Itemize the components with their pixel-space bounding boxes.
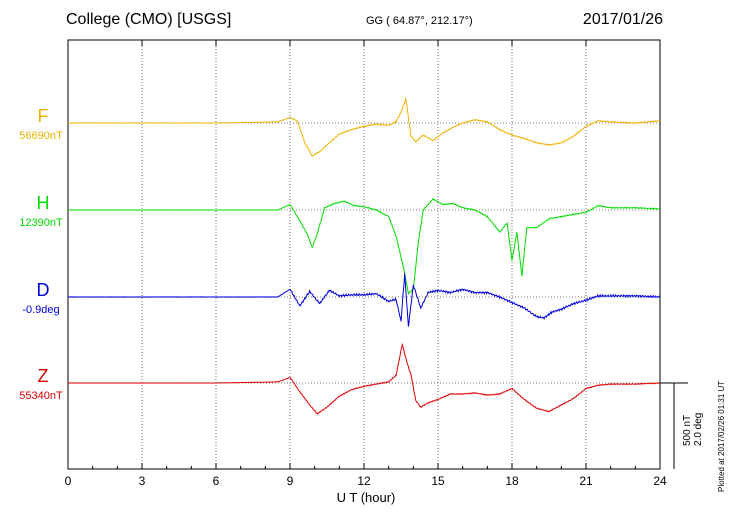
x-axis: 0 3 6 9 12 15 18 21 24 [65,40,667,488]
series-line-z [67,342,661,415]
x-axis-label: U T (hour) [337,490,396,505]
channel-name-d: D [36,280,50,300]
grid [67,39,661,470]
channel-name-z: Z [37,366,49,386]
x-tick-label: 15 [431,474,445,488]
scale-bar [660,382,688,469]
series-line-f [67,97,661,157]
x-tick-label: 6 [213,474,220,488]
scale-note: 500 nT 2.0 deg [682,413,704,446]
channel-baseline-h: 12390nT [19,217,63,229]
x-tick-label: 3 [139,474,146,488]
scale-nt: 500 nT [682,414,693,446]
x-tick-label: 9 [287,474,294,488]
x-tick-label: 0 [65,474,72,488]
plot-frame [67,39,661,470]
plotted-timestamp: Plotted at 2017/02/26 01:31 UT [717,380,726,492]
station-title: College (CMO) [USGS] [66,11,232,28]
date-label: 2017/01/26 [582,11,663,28]
series-line-h [67,197,661,295]
x-tick-label: 24 [653,474,667,488]
channel-name-h: H [36,193,50,213]
x-tick-label: 21 [579,474,593,488]
channel-name-f: F [37,106,49,126]
x-tick-label: 18 [505,474,519,488]
channel-baseline-d: -0.9deg [22,304,60,316]
series-line-d [67,273,661,327]
coordinates-label: GG ( 64.87°, 212.17°) [366,15,473,27]
channel-baseline-f: 56690nT [19,130,63,142]
x-tick-label: 12 [357,474,371,488]
scale-deg: 2.0 deg [693,412,704,446]
series-group [67,97,661,415]
channel-baseline-z: 55340nT [19,390,63,402]
